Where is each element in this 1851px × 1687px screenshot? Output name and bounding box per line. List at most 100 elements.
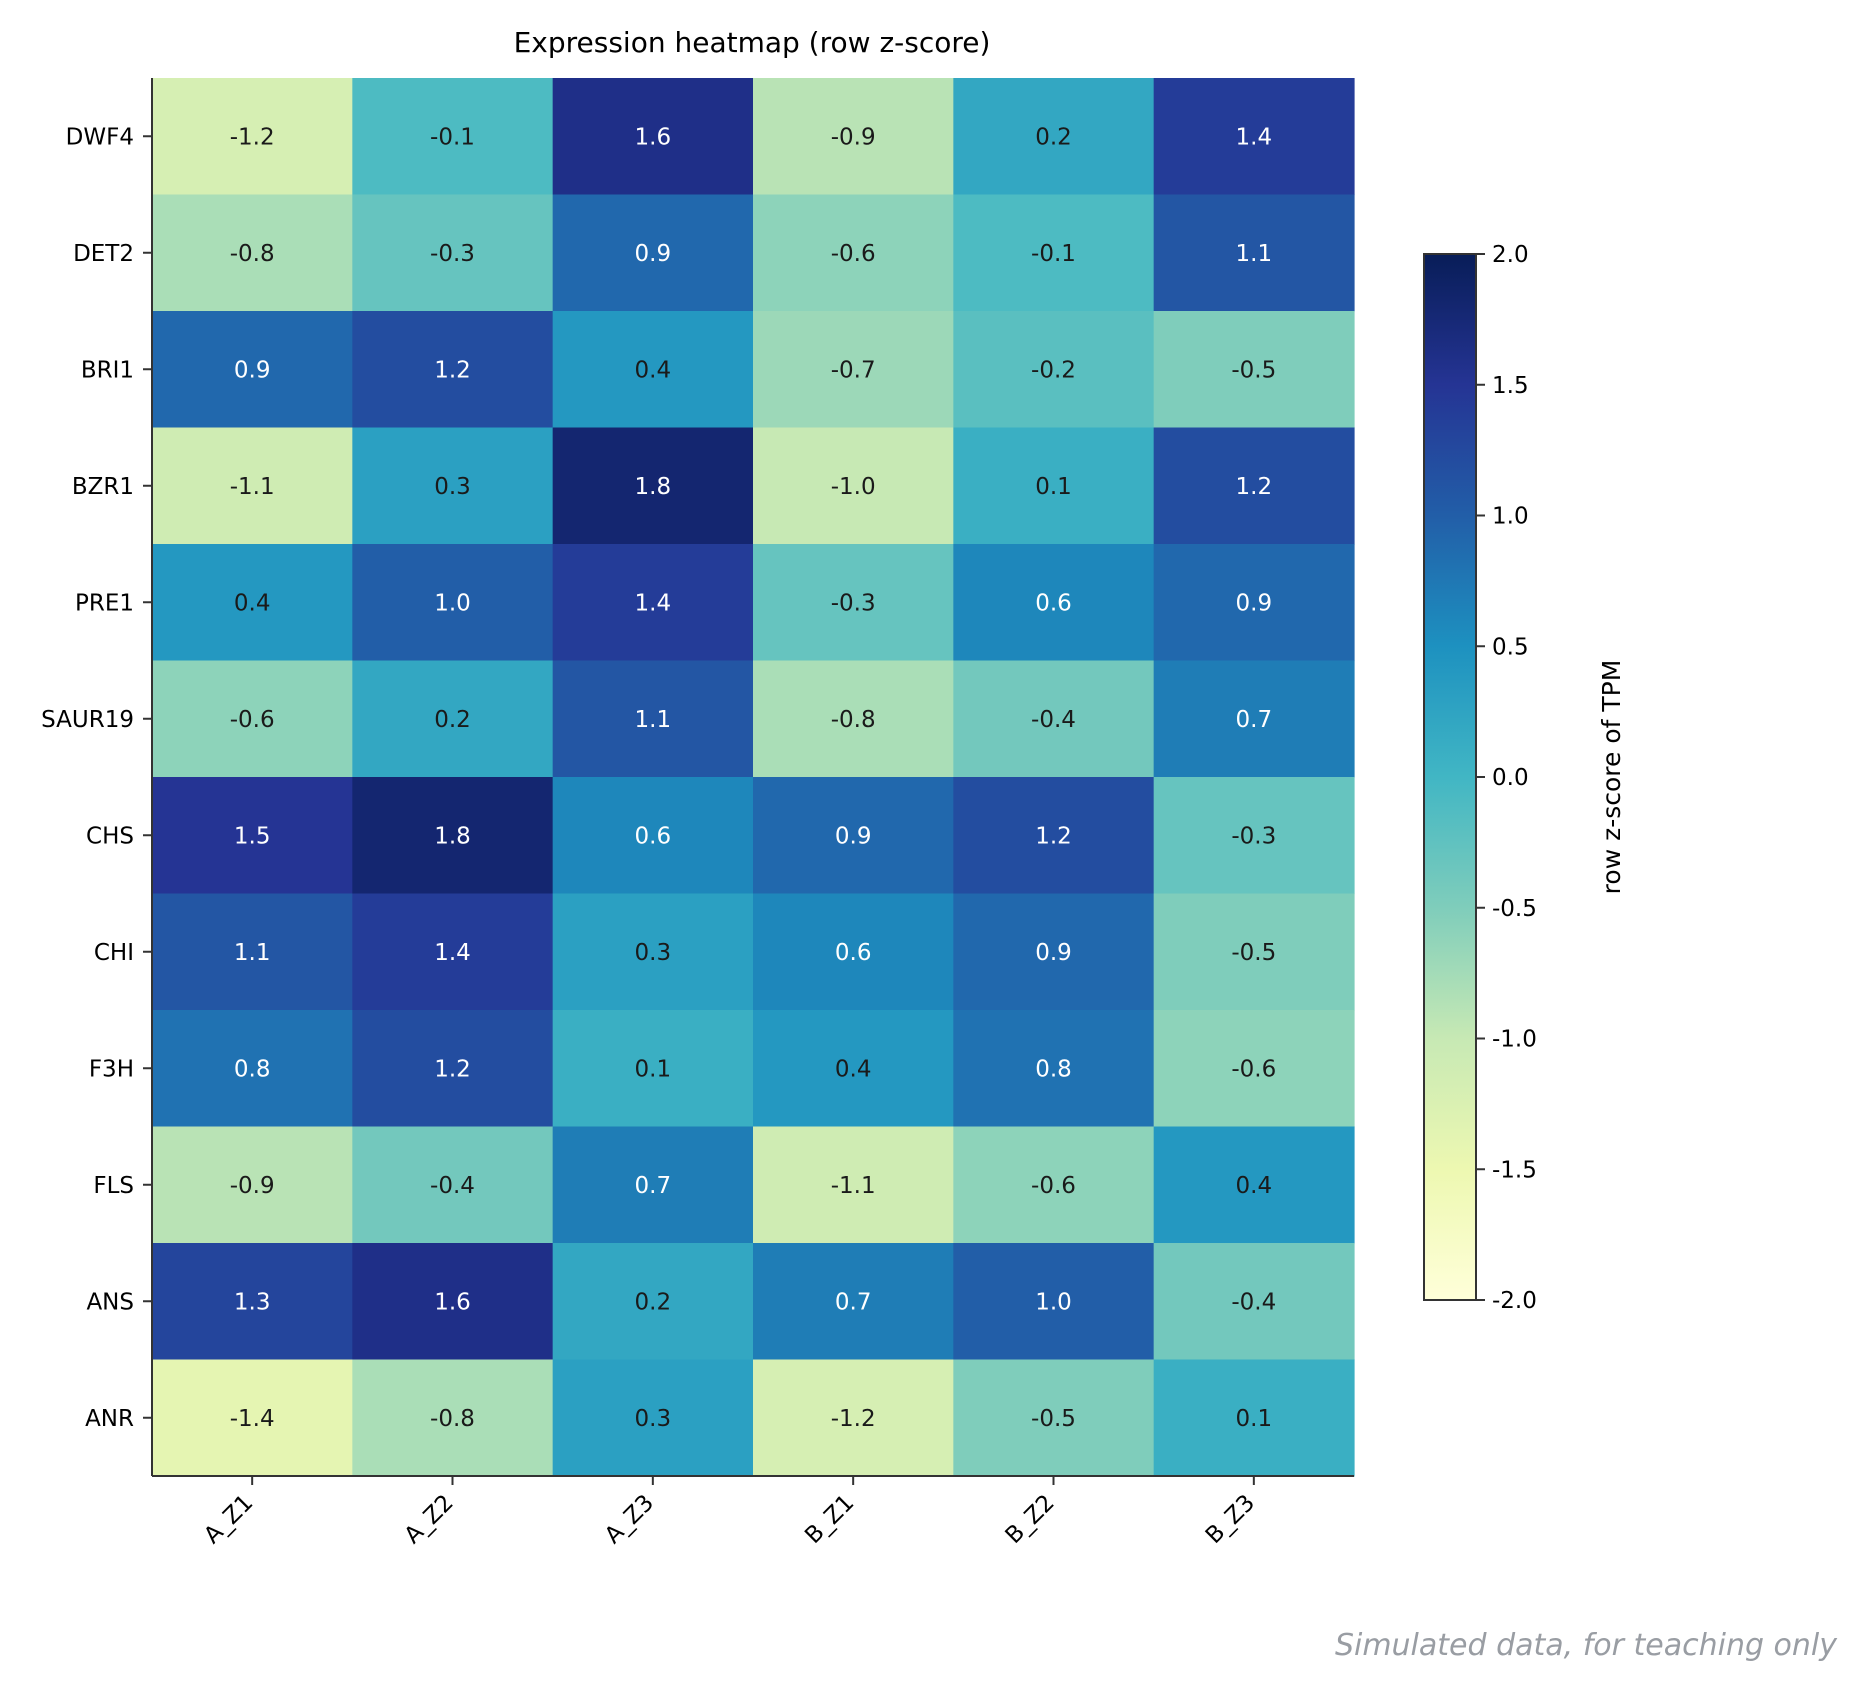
y-tick-label: DWF4 xyxy=(66,124,134,150)
x-tick-label: B_Z3 xyxy=(1201,1490,1260,1549)
cell-value-label: 1.2 xyxy=(434,1056,471,1082)
cell-value-label: -0.3 xyxy=(831,590,876,616)
heatmap-cell-BRI1-B_Z3 xyxy=(1153,311,1355,429)
colorbar-tick-label: 2.0 xyxy=(1492,242,1529,268)
cell-value-label: 0.1 xyxy=(635,1056,672,1082)
cell-value-label: 1.0 xyxy=(1035,1289,1072,1315)
cell-value-label: -0.4 xyxy=(430,1173,475,1199)
heatmap-cell-DWF4-B_Z3 xyxy=(1153,78,1355,196)
heatmap-cell-DET2-B_Z3 xyxy=(1153,194,1355,312)
heatmap-cell-PRE1-A_Z2 xyxy=(352,544,554,662)
heatmap-cell-ANS-A_Z2 xyxy=(352,1243,554,1361)
heatmap-cell-F3H-B_Z3 xyxy=(1153,1010,1355,1128)
colorbar-tick-label: 1.5 xyxy=(1492,373,1529,399)
heatmap-cell-CHS-B_Z1 xyxy=(753,777,954,895)
heatmap-cell-SAUR19-A_Z3 xyxy=(552,660,754,778)
heatmap-cell-CHI-B_Z1 xyxy=(753,893,954,1011)
footer-note: Simulated data, for teaching only xyxy=(1334,1628,1837,1663)
cell-value-label: -0.9 xyxy=(230,1173,275,1199)
cell-value-label: -0.5 xyxy=(1231,357,1276,383)
heatmap-cell-ANR-B_Z3 xyxy=(1153,1359,1355,1477)
heatmap-cell-F3H-A_Z1 xyxy=(152,1010,353,1128)
heatmap-cell-CHI-A_Z3 xyxy=(552,893,754,1011)
cell-value-label: 1.5 xyxy=(234,823,271,849)
colorbar-label: row z-score of TPM xyxy=(1597,660,1626,895)
cell-value-label: -1.1 xyxy=(831,1173,876,1199)
cell-value-label: -1.1 xyxy=(230,474,275,500)
heatmap-cell-CHS-A_Z2 xyxy=(352,777,554,895)
heatmap-cell-DET2-B_Z1 xyxy=(753,194,954,312)
heatmap-cell-CHI-B_Z3 xyxy=(1153,893,1355,1011)
colorbar-tick-label: -0.5 xyxy=(1492,896,1537,922)
cell-value-label: 1.4 xyxy=(635,590,672,616)
cell-value-label: 0.3 xyxy=(434,474,471,500)
heatmap-cell-ANR-B_Z1 xyxy=(753,1359,954,1477)
cell-value-label: -0.5 xyxy=(1231,940,1276,966)
cell-value-label: -0.8 xyxy=(831,707,876,733)
cell-value-label: 0.2 xyxy=(434,707,471,733)
cell-value-label: -0.9 xyxy=(831,124,876,150)
heatmap-cell-F3H-A_Z2 xyxy=(352,1010,554,1128)
cell-value-label: 1.1 xyxy=(1236,241,1273,267)
cell-value-label: 1.0 xyxy=(434,590,471,616)
colorbar-tick-label: 0.0 xyxy=(1492,765,1529,791)
heatmap-cell-DET2-A_Z2 xyxy=(352,194,554,312)
cell-value-label: 0.6 xyxy=(835,940,872,966)
cell-value-label: -0.2 xyxy=(1031,357,1076,383)
heatmap-cell-BZR1-A_Z3 xyxy=(552,427,754,545)
colorbar-tick-label: 0.5 xyxy=(1492,634,1529,660)
colorbar-tick-label: -1.5 xyxy=(1492,1157,1537,1183)
heatmap-cell-F3H-A_Z3 xyxy=(552,1010,754,1128)
cell-value-label: 0.8 xyxy=(1035,1056,1072,1082)
chart-title: Expression heatmap (row z-score) xyxy=(514,26,991,59)
heatmap-cell-BRI1-B_Z1 xyxy=(753,311,954,429)
heatmap-cell-BZR1-B_Z3 xyxy=(1153,427,1355,545)
heatmap-cell-BRI1-A_Z2 xyxy=(352,311,554,429)
cell-value-label: -1.2 xyxy=(230,124,275,150)
heatmap-cell-PRE1-B_Z1 xyxy=(753,544,954,662)
heatmap-cell-ANS-A_Z3 xyxy=(552,1243,754,1361)
heatmap-cell-CHI-B_Z2 xyxy=(953,893,1155,1011)
cell-value-label: 0.4 xyxy=(635,357,672,383)
cell-value-label: 1.1 xyxy=(635,707,672,733)
heatmap-cell-CHS-A_Z3 xyxy=(552,777,754,895)
heatmap-cell-DWF4-B_Z1 xyxy=(753,78,954,196)
cell-value-label: 0.9 xyxy=(1236,590,1273,616)
cell-value-label: -0.4 xyxy=(1031,707,1076,733)
heatmap-cell-DET2-A_Z3 xyxy=(552,194,754,312)
cell-value-label: 0.2 xyxy=(635,1289,672,1315)
cell-value-label: -0.8 xyxy=(430,1406,475,1432)
heatmap-cell-DWF4-A_Z2 xyxy=(352,78,554,196)
heatmap-cell-ANS-B_Z1 xyxy=(753,1243,954,1361)
heatmap-cell-ANR-A_Z2 xyxy=(352,1359,554,1477)
cell-value-label: 0.3 xyxy=(635,1406,672,1432)
cell-value-label: -0.6 xyxy=(831,241,876,267)
cell-value-label: 1.6 xyxy=(635,124,672,150)
cell-value-label: 1.2 xyxy=(434,357,471,383)
y-tick-label: PRE1 xyxy=(75,590,134,616)
colorbar-tick-label: -2.0 xyxy=(1492,1288,1537,1314)
heatmap-cell-BZR1-A_Z2 xyxy=(352,427,554,545)
heatmap-cell-ANR-A_Z1 xyxy=(152,1359,353,1477)
cell-value-label: 1.2 xyxy=(1236,474,1273,500)
heatmap-cell-FLS-B_Z3 xyxy=(1153,1126,1355,1244)
cell-value-label: 1.8 xyxy=(434,823,471,849)
cell-value-label: 1.1 xyxy=(234,940,271,966)
heatmap-cell-SAUR19-B_Z1 xyxy=(753,660,954,778)
cell-value-label: 0.4 xyxy=(1236,1173,1273,1199)
cell-value-label: -0.1 xyxy=(430,124,475,150)
heatmap-cell-ANS-B_Z2 xyxy=(953,1243,1155,1361)
heatmap-cell-DWF4-A_Z3 xyxy=(552,78,754,196)
heatmap-cell-BRI1-A_Z1 xyxy=(152,311,353,429)
cell-value-label: -0.8 xyxy=(230,241,275,267)
cell-value-label: 0.7 xyxy=(1236,707,1273,733)
heatmap-cell-ANS-A_Z1 xyxy=(152,1243,353,1361)
colorbar-tick-label: -1.0 xyxy=(1492,1027,1537,1053)
cell-value-label: 0.7 xyxy=(635,1173,672,1199)
cell-value-label: 0.8 xyxy=(234,1056,271,1082)
cell-value-label: 0.4 xyxy=(234,590,271,616)
cell-value-label: 0.9 xyxy=(835,823,872,849)
y-tick-label: ANR xyxy=(85,1406,134,1432)
cell-value-label: -0.5 xyxy=(1031,1406,1076,1432)
